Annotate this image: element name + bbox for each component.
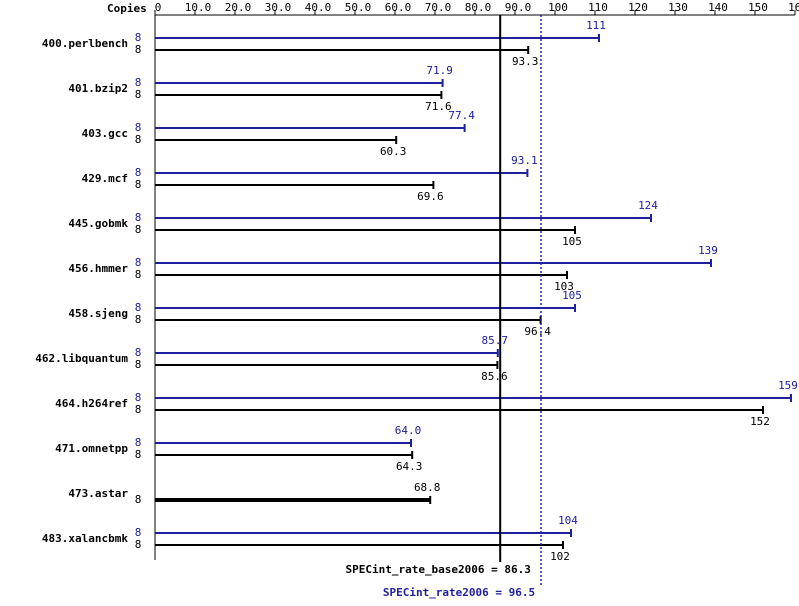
copies-label: 8 bbox=[135, 313, 142, 326]
x-tick-label: 140 bbox=[708, 1, 728, 14]
value-label: 77.4 bbox=[448, 109, 475, 122]
copies-label: 8 bbox=[135, 268, 142, 281]
value-label: 104 bbox=[558, 514, 578, 527]
value-label: 64.0 bbox=[395, 424, 422, 437]
benchmark-label: 400.perlbench bbox=[42, 37, 128, 50]
x-tick-label: 110 bbox=[588, 1, 608, 14]
value-label: 64.3 bbox=[396, 460, 423, 473]
copies-label: 8 bbox=[135, 436, 142, 449]
value-label: 111 bbox=[586, 19, 606, 32]
copies-label: 8 bbox=[135, 256, 142, 269]
value-label: 93.1 bbox=[511, 154, 538, 167]
copies-label: 8 bbox=[135, 88, 142, 101]
x-tick-label: 100 bbox=[548, 1, 568, 14]
value-label: 60.3 bbox=[380, 145, 407, 158]
x-tick-label: 90.0 bbox=[505, 1, 532, 14]
value-label: 159 bbox=[778, 379, 798, 392]
x-tick-label: 70.0 bbox=[425, 1, 452, 14]
x-tick-label: 130 bbox=[668, 1, 688, 14]
benchmark-label: 458.sjeng bbox=[68, 307, 128, 320]
x-tick-label: 40.0 bbox=[305, 1, 332, 14]
copies-label: 8 bbox=[135, 211, 142, 224]
x-tick-label: 150 bbox=[748, 1, 768, 14]
benchmark-label: 403.gcc bbox=[82, 127, 128, 140]
copies-label: 8 bbox=[135, 133, 142, 146]
value-label: 68.8 bbox=[414, 481, 441, 494]
benchmark-label: 401.bzip2 bbox=[68, 82, 128, 95]
value-label: 124 bbox=[638, 199, 658, 212]
copies-label: 8 bbox=[135, 448, 142, 461]
benchmark-label: 464.h264ref bbox=[55, 397, 128, 410]
copies-label: 8 bbox=[135, 391, 142, 404]
value-label: 93.3 bbox=[512, 55, 539, 68]
value-label: 69.6 bbox=[417, 190, 444, 203]
value-label: 105 bbox=[562, 235, 582, 248]
value-label: 105 bbox=[562, 289, 582, 302]
copies-label: 8 bbox=[135, 526, 142, 539]
value-label: 85.7 bbox=[482, 334, 509, 347]
copies-label: 8 bbox=[135, 301, 142, 314]
copies-label: 8 bbox=[135, 166, 142, 179]
value-label: 96.4 bbox=[524, 325, 551, 338]
value-label: 139 bbox=[698, 244, 718, 257]
value-label: 71.9 bbox=[426, 64, 453, 77]
value-label: 103 bbox=[554, 280, 574, 293]
value-label: 102 bbox=[550, 550, 570, 563]
copies-label: 8 bbox=[135, 223, 142, 236]
x-tick-label: 10.0 bbox=[185, 1, 212, 14]
copies-label: 8 bbox=[135, 121, 142, 134]
value-label: 71.6 bbox=[425, 100, 452, 113]
x-tick-label: 0 bbox=[155, 1, 162, 14]
copies-label: 8 bbox=[135, 358, 142, 371]
value-label: 85.6 bbox=[481, 370, 508, 383]
x-tick-label: 160 bbox=[788, 1, 799, 14]
benchmark-label: 462.libquantum bbox=[35, 352, 128, 365]
benchmark-label: 473.astar bbox=[68, 487, 128, 500]
copies-label: 8 bbox=[135, 43, 142, 56]
x-tick-label: 120 bbox=[628, 1, 648, 14]
copies-label: 8 bbox=[135, 346, 142, 359]
copies-label: 8 bbox=[135, 538, 142, 551]
reference-label: SPECint_rate2006 = 96.5 bbox=[383, 586, 535, 599]
value-label: 152 bbox=[750, 415, 770, 428]
x-tick-label: 20.0 bbox=[225, 1, 252, 14]
copies-label: 8 bbox=[135, 493, 142, 506]
benchmark-label: 429.mcf bbox=[82, 172, 128, 185]
copies-label: 8 bbox=[135, 403, 142, 416]
benchmark-label: 445.gobmk bbox=[68, 217, 128, 230]
copies-label: 8 bbox=[135, 31, 142, 44]
copies-label: 8 bbox=[135, 178, 142, 191]
x-tick-label: 50.0 bbox=[345, 1, 372, 14]
reference-label: SPECint_rate_base2006 = 86.3 bbox=[345, 563, 530, 576]
copies-header: Copies bbox=[107, 2, 147, 15]
benchmark-label: 456.hmmer bbox=[68, 262, 128, 275]
x-tick-label: 60.0 bbox=[385, 1, 412, 14]
benchmark-label: 483.xalancbmk bbox=[42, 532, 128, 545]
x-tick-label: 80.0 bbox=[465, 1, 492, 14]
benchmark-label: 471.omnetpp bbox=[55, 442, 128, 455]
copies-label: 8 bbox=[135, 76, 142, 89]
x-tick-label: 30.0 bbox=[265, 1, 292, 14]
